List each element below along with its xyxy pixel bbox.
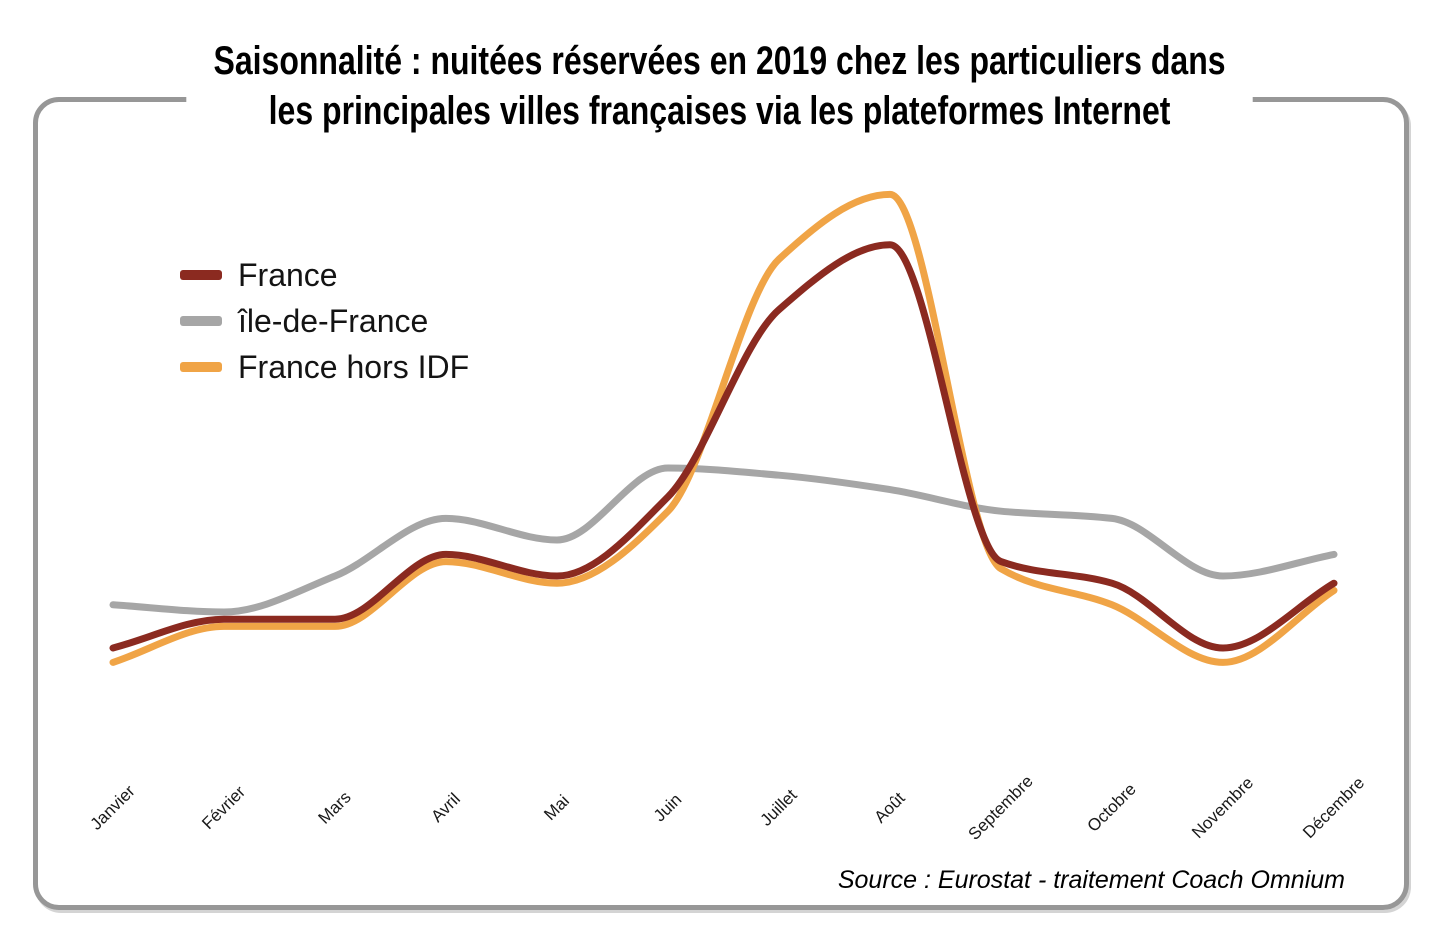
x-axis-label: Septembre xyxy=(964,771,1037,844)
x-axis-label: Décembre xyxy=(1299,773,1369,843)
legend-label: France xyxy=(238,257,338,293)
legend-label: France hors IDF xyxy=(238,349,470,385)
legend-item: France hors IDF xyxy=(180,344,469,390)
series-line-ile-de-france xyxy=(109,464,1338,616)
legend-item: île-de-France xyxy=(180,298,469,344)
x-axis-label: Juin xyxy=(649,789,686,826)
x-axis-label: Janvier xyxy=(86,781,139,834)
x-axis-label: Octobre xyxy=(1083,779,1140,836)
chart-title-line2: les principales villes françaises via le… xyxy=(269,89,1171,133)
legend-swatch xyxy=(180,362,222,372)
source-caption: Source : Eurostat - traitement Coach Omn… xyxy=(837,866,1345,894)
x-axis-label: Novembre xyxy=(1188,773,1258,843)
chart-title-line1: Saisonnalité : nuitées réservées en 2019… xyxy=(213,39,1227,83)
chart-title: Saisonnalité : nuitées réservées en 2019… xyxy=(0,36,1440,136)
x-axis-label: Mars xyxy=(314,787,355,828)
series-line-france xyxy=(109,241,1338,652)
x-axis-label: Août xyxy=(870,788,909,827)
x-axis-label: Juillet xyxy=(756,785,801,830)
x-axis-label: Mai xyxy=(540,791,574,825)
x-axis-label: Février xyxy=(198,782,250,834)
legend-label: île-de-France xyxy=(238,303,429,339)
x-axis-label: Avril xyxy=(427,789,464,826)
series-line-france-hors-idf xyxy=(109,190,1338,666)
legend-swatch xyxy=(180,270,222,280)
legend-item: France xyxy=(180,252,469,298)
legend: France île-de-France France hors IDF xyxy=(180,252,469,390)
legend-swatch xyxy=(180,316,222,326)
